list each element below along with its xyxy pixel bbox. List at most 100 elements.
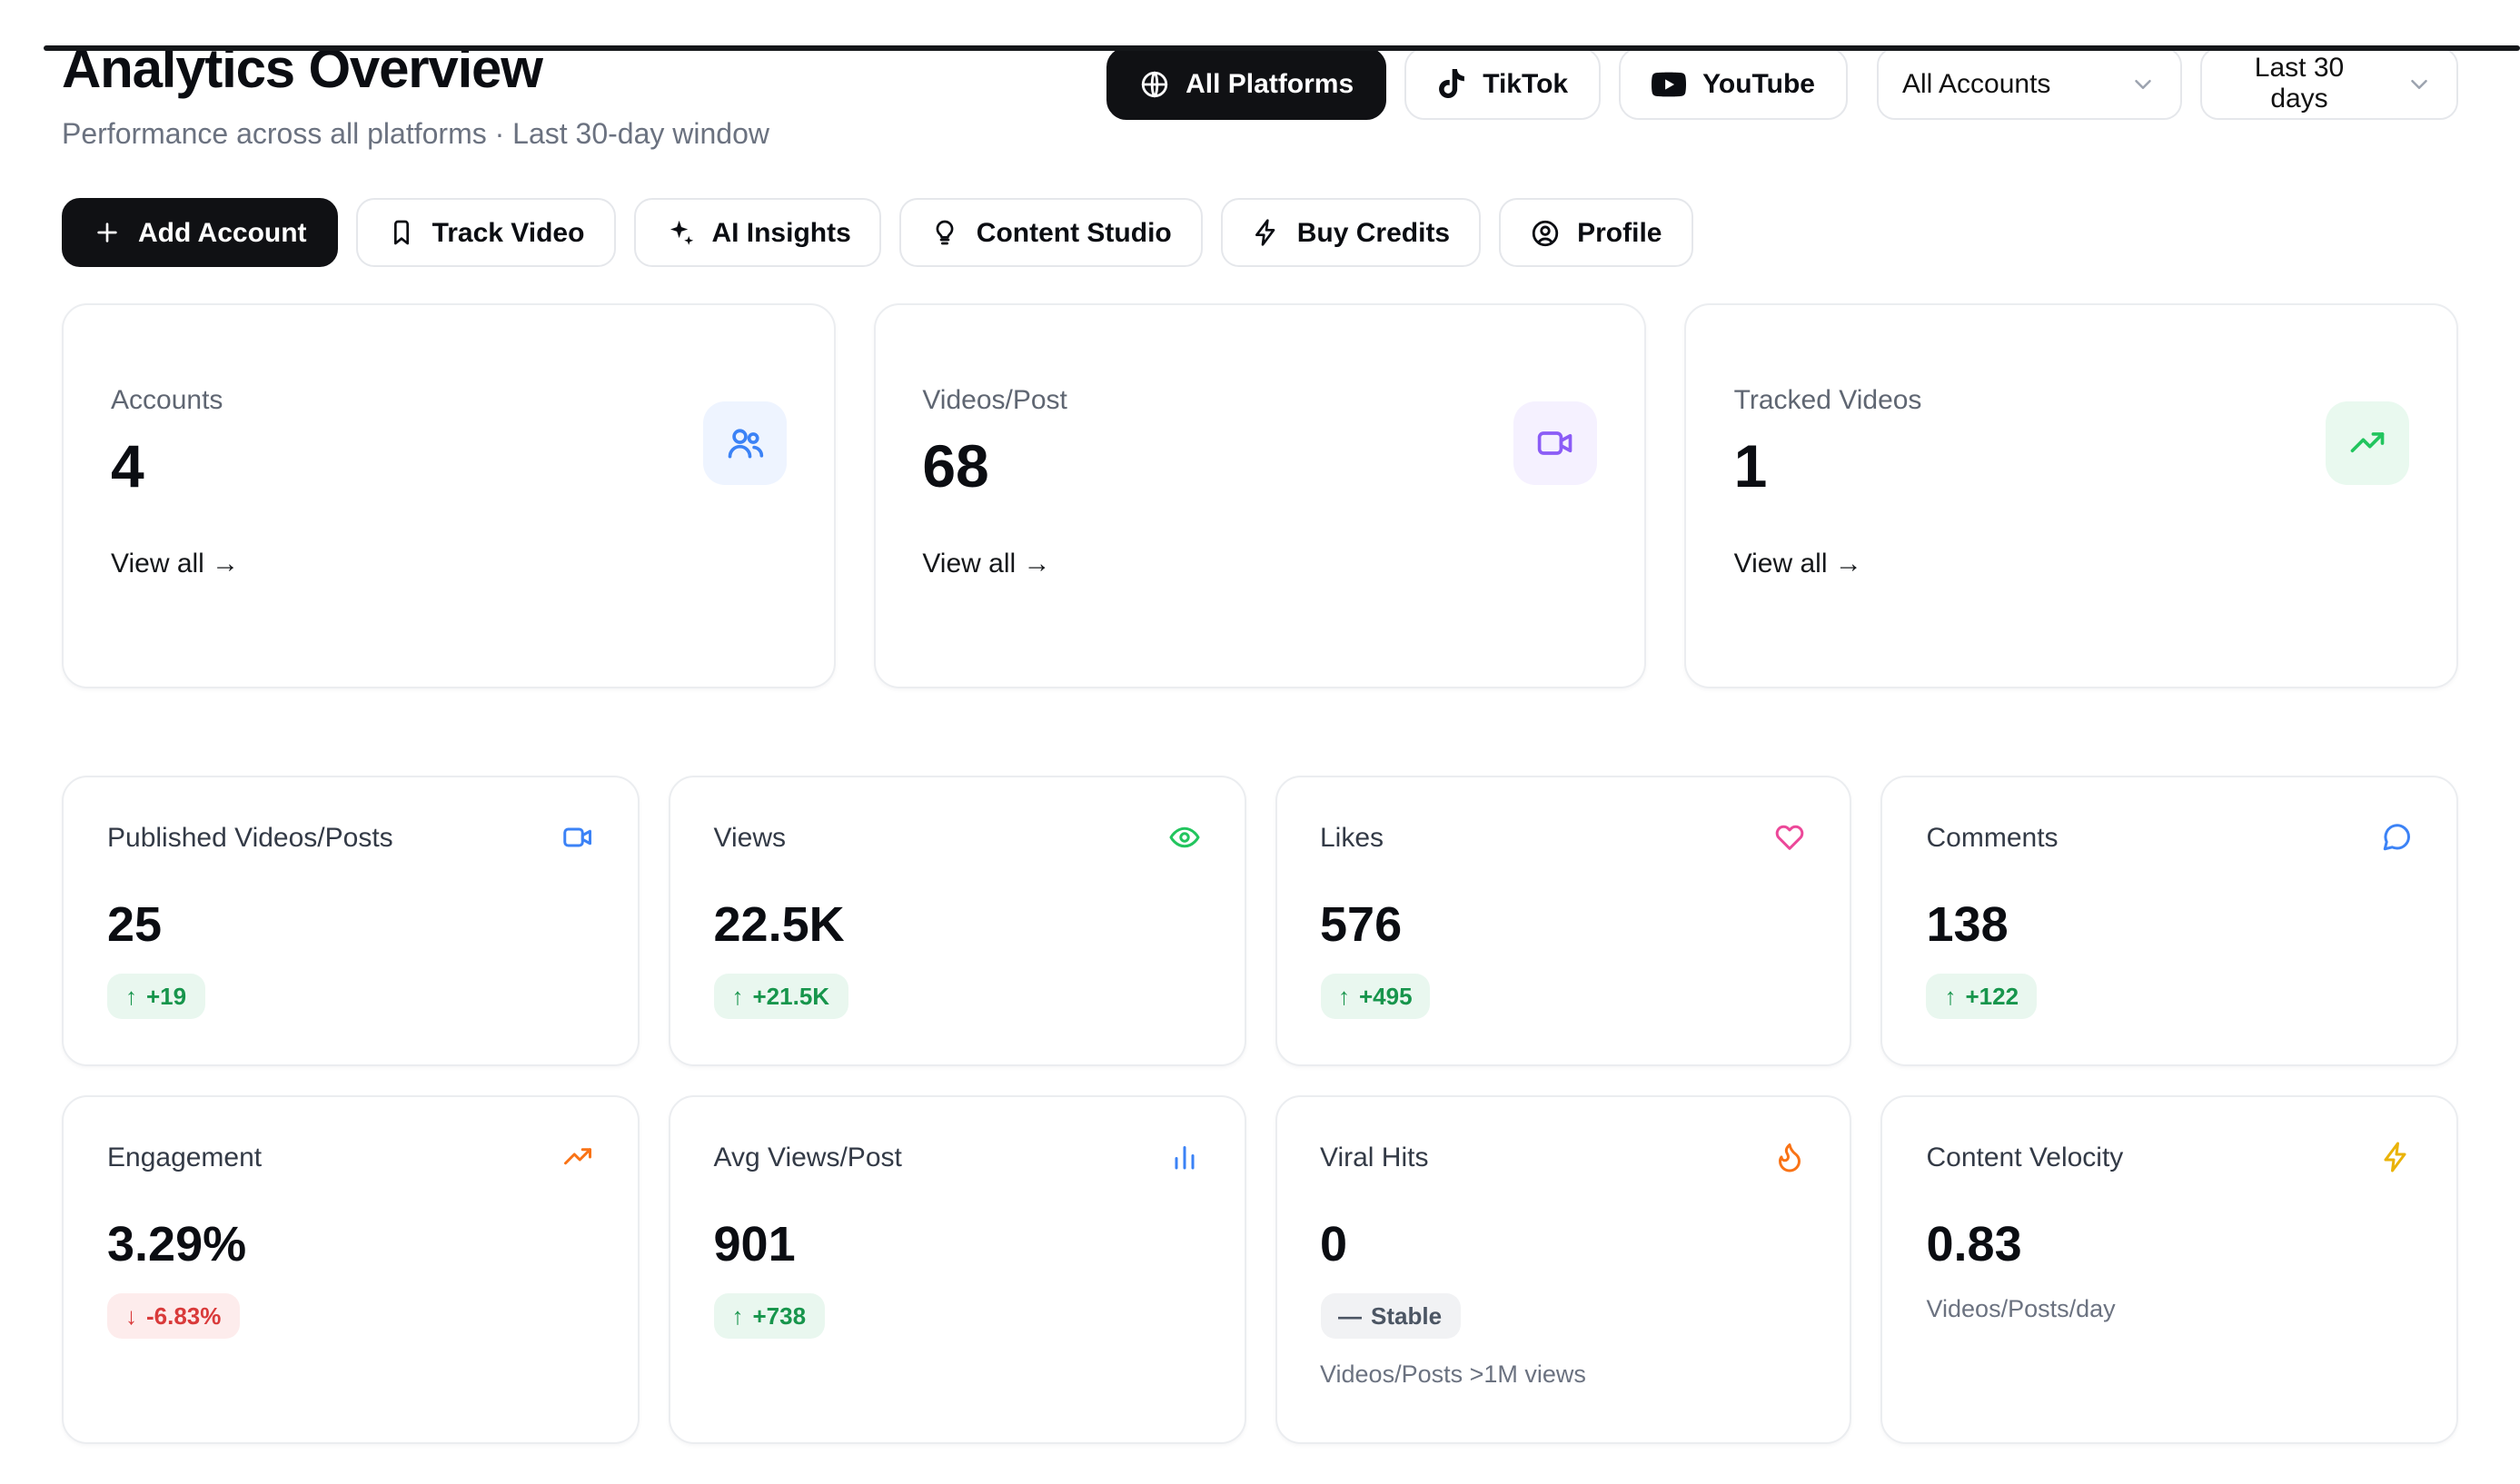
summary-card-text: Tracked Videos 1 — [1734, 385, 1922, 501]
chevron-down-icon — [2406, 70, 2433, 97]
arrow-up-icon: ↑ — [731, 983, 744, 1010]
date-range-value: Last 30 days — [2254, 53, 2345, 114]
sparkles-icon — [664, 217, 695, 248]
arrow-up-icon: ↑ — [1338, 983, 1350, 1010]
add-account-label: Add Account — [138, 217, 307, 248]
header-controls: All Platforms TikTok YouTube All Account… — [1106, 47, 2458, 120]
stat-card-value: 25 — [107, 897, 163, 952]
platform-tab-tiktok[interactable]: TikTok — [1404, 47, 1602, 120]
platform-tab-all-platforms[interactable]: All Platforms — [1106, 47, 1387, 120]
eye-icon — [1167, 821, 1200, 854]
video-camera-icon — [1513, 401, 1598, 485]
stat-card-subtext: Videos/Posts >1M views — [1320, 1360, 1586, 1388]
stat-card-value: 901 — [713, 1217, 796, 1271]
profile-button[interactable]: Profile — [1499, 198, 1693, 267]
accounts-filter-value: All Accounts — [1902, 68, 2051, 99]
platform-tab-label: TikTok — [1483, 68, 1569, 99]
summary-card-value: 1 — [1733, 432, 1768, 500]
delta-badge: ↓ -6.83% — [107, 1293, 240, 1339]
stat-card-avg-views: Avg Views/Post 901 ↑ +738 — [668, 1095, 1245, 1444]
lightning-bolt-icon — [2380, 1141, 2413, 1173]
stat-card-value: 22.5K — [713, 897, 845, 952]
stat-card-value: 138 — [1926, 897, 2009, 952]
trending-up-icon — [561, 1141, 594, 1173]
trending-up-icon — [2325, 401, 2409, 485]
bookmark-icon — [387, 218, 416, 247]
header-titles: Analytics Overview Performance across al… — [62, 40, 769, 154]
arrow-up-icon: ↑ — [125, 983, 137, 1010]
add-account-button[interactable]: Add Account — [62, 198, 338, 267]
stat-card-value: 576 — [1320, 897, 1403, 952]
chevron-down-icon — [2129, 70, 2157, 97]
lightning-bolt-icon — [1252, 218, 1281, 247]
summary-card-tracked-videos: Tracked Videos 1 View all → — [1684, 303, 2458, 688]
user-circle-icon — [1530, 217, 1561, 248]
stat-card-label: Views — [713, 822, 787, 853]
delta-value: +495 — [1359, 983, 1413, 1010]
tiktok-icon — [1437, 69, 1466, 98]
page-subtitle: Performance across all platforms · Last … — [62, 120, 769, 151]
flame-icon — [1774, 1141, 1807, 1173]
summary-card-text: Videos/Post 68 — [922, 385, 1067, 501]
content-studio-label: Content Studio — [976, 217, 1172, 248]
stat-card-label: Content Velocity — [1926, 1142, 2124, 1172]
platform-tab-youtube[interactable]: YouTube — [1619, 47, 1848, 120]
globe-icon — [1138, 68, 1169, 99]
stat-card-value: 3.29% — [107, 1217, 247, 1271]
view-all-link[interactable]: View all → — [922, 549, 1051, 579]
stat-card-viral-hits: Viral Hits 0 — Stable Videos/Posts >1M v… — [1275, 1095, 1852, 1444]
summary-cards-row: Accounts 4 View all → Videos/Post 68 — [62, 303, 2458, 688]
plus-icon — [93, 218, 122, 247]
summary-card-text: Accounts 4 — [111, 385, 223, 501]
page-header: Analytics Overview Performance across al… — [62, 40, 2458, 154]
track-video-label: Track Video — [432, 217, 585, 248]
delta-value: +738 — [752, 1302, 807, 1330]
date-range-select[interactable]: Last 30 days — [2200, 47, 2458, 120]
stat-card-content-velocity: Content Velocity 0.83 Videos/Posts/day — [1880, 1095, 2458, 1444]
delta-value: +122 — [1965, 983, 2019, 1010]
top-progress-bar — [44, 45, 2520, 51]
stat-card-subtext: Videos/Posts/day — [1926, 1295, 2116, 1322]
stat-card-label: Comments — [1926, 822, 2059, 853]
delta-value: -6.83% — [146, 1302, 222, 1330]
stat-card-label: Published Videos/Posts — [107, 822, 393, 853]
stat-card-comments: Comments 138 ↑ +122 — [1880, 776, 2458, 1066]
summary-card-label: Accounts — [111, 385, 223, 416]
summary-card-value: 68 — [922, 432, 989, 500]
buy-credits-button[interactable]: Buy Credits — [1220, 198, 1482, 267]
track-video-button[interactable]: Track Video — [355, 198, 616, 267]
stat-card-label: Engagement — [107, 1142, 263, 1172]
delta-value: +21.5K — [752, 983, 830, 1010]
stable-badge: — Stable — [1320, 1293, 1461, 1339]
stat-card-value: 0 — [1320, 1217, 1348, 1271]
summary-card-videos-post: Videos/Post 68 View all → — [873, 303, 1647, 688]
delta-badge: ↑ +19 — [107, 974, 205, 1019]
accounts-filter-select[interactable]: All Accounts — [1877, 47, 2182, 120]
video-camera-icon — [561, 821, 594, 854]
delta-value: Stable — [1371, 1302, 1443, 1330]
summary-card-value: 4 — [111, 432, 144, 500]
platform-tab-label: YouTube — [1702, 68, 1815, 99]
buy-credits-label: Buy Credits — [1296, 217, 1451, 248]
ai-insights-label: AI Insights — [711, 217, 851, 248]
platform-tab-label: All Platforms — [1186, 68, 1354, 99]
view-all-link[interactable]: View all → — [111, 549, 240, 579]
ai-insights-button[interactable]: AI Insights — [633, 198, 882, 267]
content-studio-button[interactable]: Content Studio — [899, 198, 1203, 267]
summary-card-label: Tracked Videos — [1733, 385, 1922, 416]
summary-card-accounts: Accounts 4 View all → — [62, 303, 836, 688]
stat-card-label: Likes — [1320, 822, 1384, 853]
delta-badge: ↑ +495 — [1320, 974, 1431, 1019]
view-all-link[interactable]: View all → — [1733, 549, 1862, 579]
lightbulb-icon — [931, 218, 960, 247]
youtube-icon — [1652, 66, 1687, 101]
delta-badge: ↑ +738 — [713, 1293, 825, 1339]
delta-badge: ↑ +21.5K — [713, 974, 848, 1019]
arrow-up-icon: ↑ — [1944, 983, 1957, 1010]
arrow-up-icon: ↑ — [731, 1302, 744, 1330]
action-toolbar: Add Account Track Video AI Insights Cont… — [62, 198, 2458, 267]
delta-value: +19 — [146, 983, 187, 1010]
chat-bubble-icon — [2380, 821, 2413, 854]
profile-label: Profile — [1577, 217, 1662, 248]
stat-card-published: Published Videos/Posts 25 ↑ +19 — [62, 776, 640, 1066]
